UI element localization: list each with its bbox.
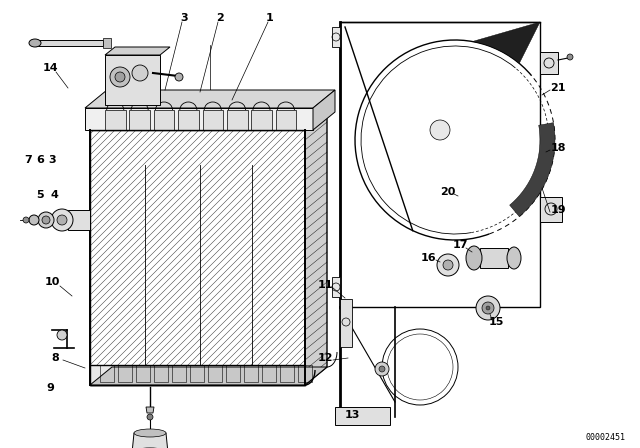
Circle shape [23, 217, 29, 223]
Text: 18: 18 [550, 143, 566, 153]
Polygon shape [178, 110, 199, 130]
Polygon shape [202, 110, 223, 130]
Circle shape [51, 209, 73, 231]
Text: 4: 4 [50, 190, 58, 200]
Polygon shape [85, 90, 335, 108]
Circle shape [486, 306, 490, 310]
Polygon shape [68, 210, 90, 230]
Text: 16: 16 [420, 253, 436, 263]
Polygon shape [90, 367, 327, 385]
Text: 8: 8 [51, 353, 59, 363]
Text: 17: 17 [452, 240, 468, 250]
Circle shape [379, 366, 385, 372]
Polygon shape [509, 123, 555, 216]
Polygon shape [105, 55, 160, 105]
Polygon shape [276, 110, 296, 130]
Polygon shape [305, 112, 327, 385]
Text: 3: 3 [180, 13, 188, 23]
Polygon shape [335, 407, 390, 425]
Text: 12: 12 [317, 353, 333, 363]
Polygon shape [332, 27, 340, 47]
Text: 1: 1 [266, 13, 274, 23]
Circle shape [476, 296, 500, 320]
Text: 5: 5 [36, 190, 44, 200]
Polygon shape [252, 110, 272, 130]
Circle shape [132, 65, 148, 81]
Circle shape [375, 362, 389, 376]
Polygon shape [227, 110, 248, 130]
Circle shape [42, 216, 50, 224]
Circle shape [110, 67, 130, 87]
Polygon shape [313, 90, 335, 130]
Circle shape [57, 330, 67, 340]
Text: 19: 19 [550, 205, 566, 215]
Ellipse shape [507, 247, 521, 269]
Polygon shape [540, 52, 558, 74]
Polygon shape [90, 365, 305, 385]
Polygon shape [332, 277, 340, 297]
Polygon shape [90, 130, 305, 385]
Circle shape [443, 260, 453, 270]
Polygon shape [340, 299, 352, 347]
Circle shape [147, 414, 153, 420]
Polygon shape [132, 433, 168, 448]
Circle shape [29, 215, 39, 225]
Circle shape [38, 212, 54, 228]
Text: 7: 7 [24, 155, 32, 165]
Text: 20: 20 [440, 187, 456, 197]
Polygon shape [472, 22, 540, 64]
Text: 15: 15 [488, 317, 504, 327]
Circle shape [115, 72, 125, 82]
Circle shape [567, 54, 573, 60]
Polygon shape [129, 110, 150, 130]
Circle shape [437, 254, 459, 276]
Polygon shape [480, 248, 508, 268]
Polygon shape [105, 110, 125, 130]
Text: 6: 6 [36, 155, 44, 165]
Text: 00002451: 00002451 [586, 433, 626, 442]
Text: 11: 11 [317, 280, 333, 290]
Text: 2: 2 [216, 13, 224, 23]
Text: 10: 10 [44, 277, 60, 287]
Text: 13: 13 [344, 410, 360, 420]
Ellipse shape [134, 429, 166, 437]
Text: 9: 9 [46, 383, 54, 393]
Circle shape [430, 120, 450, 140]
Polygon shape [35, 40, 103, 46]
Polygon shape [85, 108, 313, 130]
Circle shape [482, 302, 494, 314]
Polygon shape [154, 110, 175, 130]
Text: 3: 3 [48, 155, 56, 165]
Ellipse shape [466, 246, 482, 270]
Ellipse shape [29, 39, 41, 47]
Polygon shape [540, 132, 546, 150]
Circle shape [175, 73, 183, 81]
Polygon shape [540, 197, 562, 222]
Polygon shape [103, 38, 111, 48]
Text: 14: 14 [42, 63, 58, 73]
Circle shape [57, 215, 67, 225]
Polygon shape [105, 47, 170, 55]
Polygon shape [146, 407, 154, 413]
Text: 21: 21 [550, 83, 566, 93]
